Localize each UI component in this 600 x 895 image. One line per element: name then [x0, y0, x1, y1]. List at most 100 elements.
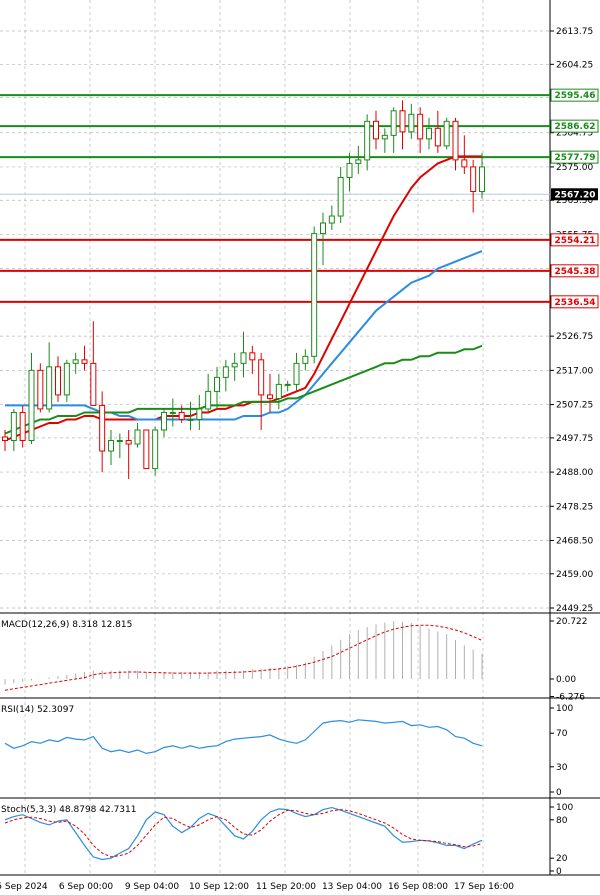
candle-body [355, 159, 362, 164]
candle-body [373, 120, 379, 140]
price-tick-label: 2613.75 [556, 27, 593, 37]
stoch-panel[interactable]: Stoch(5,3,3) 48.8798 42.7311 100 80 20 0 [0, 798, 600, 877]
candle-body [46, 366, 53, 410]
last-price-label: 2567.20 [555, 190, 596, 200]
level-label: 2595.46 [555, 91, 596, 101]
candle-body [99, 404, 106, 452]
candle-body [267, 394, 273, 399]
candle-body [408, 113, 415, 133]
candle-body [249, 352, 256, 361]
price-tick-label: 2459.00 [556, 570, 593, 580]
price-tick-label: 2604.25 [556, 60, 593, 70]
candle-body [72, 359, 79, 364]
price-tick-label: 2468.50 [556, 536, 593, 546]
price-tick-label: 2478.25 [556, 502, 593, 512]
time-axis: 5 Sep 2024 6 Sep 00:00 9 Sep 04:00 10 Sep 1… [0, 882, 514, 892]
candle-body [364, 120, 371, 161]
candle-body [399, 110, 406, 133]
time-axis-label: 5 Sep 2024 [0, 882, 48, 892]
macd-signal-line [4, 624, 483, 691]
time-axis-label: 6 Sep 00:00 [59, 882, 114, 892]
candle-body [28, 369, 35, 442]
moving-average-line [5, 250, 483, 421]
level-label: 2554.21 [555, 236, 596, 246]
candle-body [152, 429, 159, 470]
candle-body [479, 166, 485, 192]
indicator-label: RSI(14) 52.3097 [1, 705, 74, 715]
moving-average-line [4, 155, 482, 442]
candle-body [390, 110, 397, 136]
price-tick-label: 2517.00 [556, 366, 593, 376]
candle-body [108, 440, 114, 452]
price-tick-label: 2575.00 [556, 163, 593, 173]
indicator-tick-label: 0.00 [556, 675, 576, 685]
level-label: 2586.62 [555, 122, 596, 132]
candle-body [381, 134, 388, 140]
candle-body [143, 429, 150, 470]
time-axis-label: 10 Sep 12:00 [189, 882, 249, 892]
level-label-box [550, 88, 599, 102]
macd-panel[interactable]: MACD(12,26,9) 8.318 12.815 20.722 0.00 -6.2… [0, 613, 600, 703]
candle-body [90, 362, 97, 406]
price-tick-label: 2565.50 [556, 196, 593, 206]
indicator-tick-label: 100 [556, 803, 573, 813]
indicator-tick-label: 20 [556, 854, 568, 864]
rsi-line [4, 719, 483, 755]
indicator-tick-label: 100 [556, 704, 573, 714]
level-label: 2545.38 [555, 267, 596, 277]
candle-body [2, 436, 8, 442]
stoch-k-line [4, 806, 483, 861]
candle-body [434, 127, 441, 147]
level-label-box [550, 233, 599, 247]
indicator-tick-label: -6.276 [556, 693, 585, 703]
rsi-panel[interactable]: RSI(14) 52.3097 100 70 30 0 [0, 698, 600, 799]
time-axis-label: 13 Sep 04:00 [322, 882, 382, 892]
level-label: 2536.54 [555, 298, 596, 308]
candle-body [55, 366, 61, 396]
candle-body [214, 376, 220, 392]
price-panel[interactable]: 2613.752604.252594.752584.752575.002565.… [0, 0, 600, 875]
indicator-tick-label: 70 [556, 729, 568, 739]
candle-body [328, 215, 335, 224]
indicator-label: MACD(12,26,9) 8.318 12.815 [1, 620, 132, 630]
indicator-tick-label: 80 [556, 816, 568, 826]
candle-body [81, 359, 88, 364]
time-axis-label: 11 Sep 20:00 [256, 882, 316, 892]
candle-body [19, 411, 26, 442]
candle-body [302, 355, 309, 364]
candle-body [196, 408, 203, 420]
candle-body [275, 383, 282, 399]
level-label-box [550, 150, 599, 164]
time-axis-label: 16 Sep 08:00 [388, 882, 448, 892]
candle-body [417, 113, 424, 140]
candle-body [187, 418, 194, 421]
candle-body [240, 352, 247, 364]
candle-body [134, 429, 141, 445]
candle-body [63, 362, 70, 396]
time-axis-label: 17 Sep 16:00 [454, 882, 514, 892]
price-tick-label: 2488.00 [556, 468, 593, 478]
candle-body [116, 440, 123, 443]
candle-body [10, 411, 17, 442]
candle-body [443, 120, 450, 147]
candle-body [337, 176, 344, 217]
candle-body [311, 233, 318, 357]
candle-body [346, 162, 353, 178]
candle-body [178, 411, 185, 420]
candle-body [169, 411, 176, 414]
price-tick-label: 2584.75 [556, 129, 593, 139]
candle-body [284, 383, 291, 386]
level-label-box [550, 295, 599, 309]
level-label-box [550, 264, 599, 278]
candle-body [293, 362, 300, 385]
candle-body [125, 440, 132, 445]
candle-body [231, 362, 238, 368]
last-price-box [551, 188, 598, 201]
candle-body [37, 369, 44, 410]
candle-body [205, 390, 212, 410]
candle-body [161, 411, 167, 431]
price-tick-label: 2507.25 [556, 401, 593, 411]
time-axis-label: 9 Sep 04:00 [125, 882, 180, 892]
candle-body [222, 366, 229, 378]
